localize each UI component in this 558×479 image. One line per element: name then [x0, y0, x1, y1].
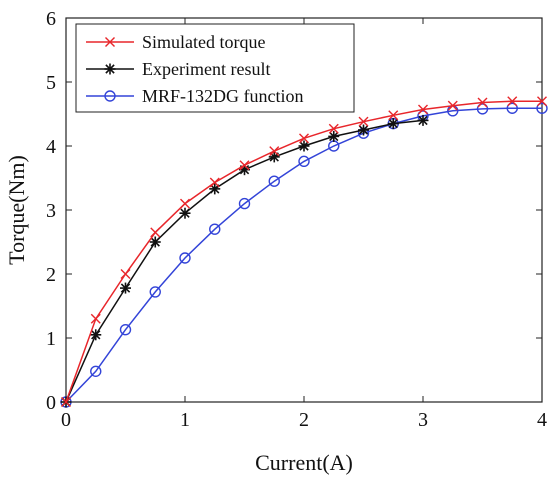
- data-point: [477, 97, 488, 108]
- data-point: [269, 146, 280, 157]
- data-point: [149, 236, 161, 248]
- legend-label: MRF-132DG function: [142, 86, 304, 106]
- legend-label: Experiment result: [142, 59, 270, 79]
- y-tick-label: 2: [46, 264, 56, 286]
- data-point: [90, 313, 101, 324]
- data-point: [150, 227, 161, 238]
- x-tick-label: 4: [537, 409, 547, 431]
- x-axis-title: Current(A): [255, 450, 353, 475]
- legend-entry: Simulated torque: [86, 32, 265, 52]
- data-point: [105, 37, 115, 47]
- data-point: [536, 102, 548, 114]
- y-tick-label: 1: [46, 328, 56, 350]
- data-point: [417, 114, 429, 126]
- y-tick-label: 4: [46, 136, 56, 158]
- data-point: [209, 223, 221, 235]
- legend: Simulated torque Experiment result MRF-132…: [75, 23, 355, 113]
- y-tick-label: 6: [46, 8, 56, 30]
- data-point: [506, 102, 518, 114]
- y-tick-label: 3: [46, 200, 56, 222]
- x-tick-label: 1: [180, 409, 190, 431]
- data-point: [418, 104, 428, 115]
- legend-box: [75, 23, 355, 113]
- data-point: [90, 329, 102, 341]
- data-point: [61, 397, 71, 407]
- data-point: [238, 197, 251, 210]
- data-point: [388, 110, 399, 121]
- y-tick-label: 5: [46, 72, 56, 94]
- data-point: [387, 118, 399, 130]
- data-point: [447, 100, 458, 111]
- data-point: [104, 63, 116, 75]
- legend-entry: MRF-132DG function: [86, 86, 304, 106]
- data-point: [476, 103, 489, 115]
- data-point: [179, 252, 191, 264]
- x-tick-label: 0: [61, 409, 71, 431]
- data-point: [328, 130, 340, 142]
- data-point: [507, 96, 518, 107]
- data-point: [298, 140, 310, 152]
- data-point: [358, 116, 369, 127]
- data-point: [299, 133, 309, 144]
- data-point: [328, 123, 339, 134]
- data-point: [268, 175, 280, 187]
- series-layer: [60, 96, 548, 408]
- data-point: [209, 177, 220, 188]
- data-point: [180, 198, 190, 209]
- y-tick-label: 0: [46, 392, 56, 414]
- data-point: [179, 207, 191, 219]
- legend-label: Simulated torque: [142, 32, 265, 52]
- data-point: [239, 160, 250, 171]
- data-point: [120, 282, 131, 294]
- data-point: [119, 323, 132, 336]
- data-point: [298, 155, 310, 168]
- y-axis-title: Torque(Nm): [4, 155, 29, 265]
- axis-ticks: 0 1 2 3 4 0 1 2 3 4 5 6: [46, 8, 547, 431]
- data-point: [149, 286, 161, 298]
- series-1: [61, 96, 547, 407]
- legend-entry: Experiment result: [86, 59, 270, 79]
- series-line: [65, 107, 542, 403]
- data-point: [358, 124, 369, 136]
- data-point: [90, 365, 102, 377]
- data-point: [104, 90, 116, 102]
- data-point: [537, 96, 547, 107]
- data-point: [120, 269, 131, 279]
- x-tick-label: 3: [418, 409, 428, 431]
- x-tick-label: 2: [299, 409, 309, 431]
